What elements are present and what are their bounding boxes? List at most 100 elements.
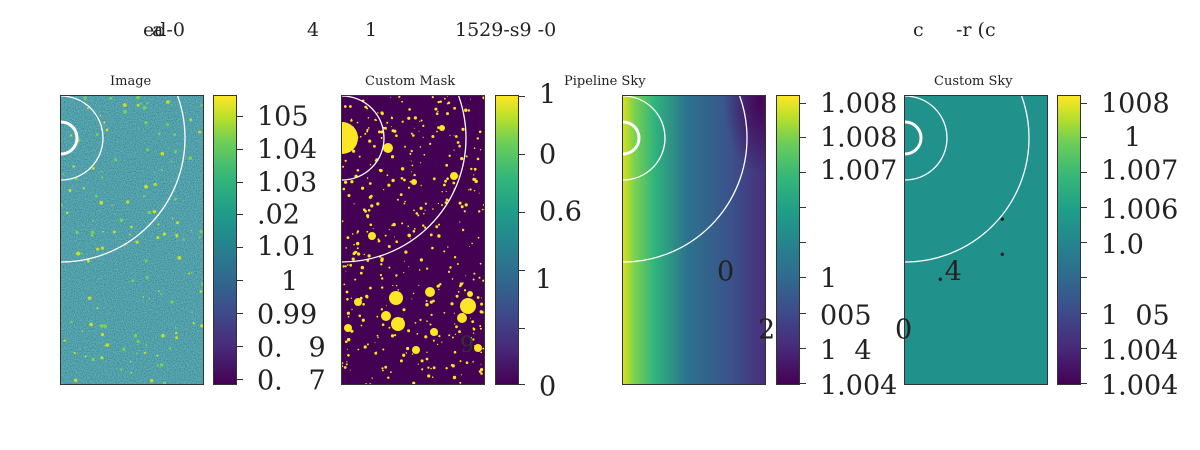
mask-source-dot	[431, 246, 434, 250]
custom-sky-plot	[905, 96, 1047, 384]
mask-source-dot	[361, 186, 365, 190]
mask-source-dot	[400, 167, 405, 171]
mask-source-dot	[469, 188, 472, 191]
mask-source-dot	[395, 240, 398, 243]
pipeline-cbar-label: 1	[820, 263, 838, 295]
mask-source-dot	[453, 149, 455, 151]
mask-source-dot	[350, 118, 353, 120]
mask-source-dot	[420, 184, 422, 187]
mask-source-dot	[403, 271, 405, 274]
image-cbar-label: 0. 7	[257, 365, 326, 397]
mask-source-dot	[409, 152, 412, 155]
image-source-dot	[86, 259, 90, 263]
mask-source-dot	[402, 353, 406, 357]
image-source-dot	[130, 371, 133, 374]
mask-source-dot	[350, 119, 353, 122]
image-source-dot	[121, 219, 123, 221]
pipeline-cbar-tick	[799, 277, 806, 278]
image-cbar-tick	[236, 313, 243, 314]
mask-source-dot	[422, 124, 425, 127]
mask-source-dot	[346, 311, 350, 315]
image-source-dot	[168, 347, 172, 350]
mask-source-dot	[369, 223, 373, 227]
image-source-dot	[63, 339, 66, 342]
mask-source-dot	[349, 263, 353, 267]
mask-cbar-tick	[518, 328, 525, 329]
mask-source-dot	[356, 232, 358, 234]
image-cbar-tick	[236, 247, 243, 248]
header-fragment-4: 1	[365, 19, 378, 41]
image-source-dot	[73, 351, 76, 355]
mask-source-dot	[346, 298, 349, 301]
pipeline-cbar-tick	[799, 103, 806, 104]
mask-source-dot	[377, 112, 379, 114]
pipeline-cbar-label: 1.008	[820, 88, 898, 120]
image-source-dot	[160, 168, 163, 171]
mask-source-dot	[437, 234, 441, 238]
mask-large-source	[460, 298, 476, 314]
mask-source-dot	[360, 324, 363, 327]
image-source-dot	[144, 121, 148, 125]
mask-center-blob	[342, 122, 358, 154]
custom-cbar-label: 1 05	[1101, 300, 1170, 332]
mask-source-dot	[411, 298, 413, 300]
image-source-dot	[156, 364, 159, 367]
mask-source-dot	[413, 209, 415, 212]
mask-source-dot	[387, 183, 391, 187]
mask-source-dot	[480, 372, 483, 375]
mask-source-dot	[395, 274, 398, 277]
image-cbar-label: 1.03	[257, 167, 318, 199]
image-circles	[61, 96, 186, 263]
custom-overlay-label: .	[998, 231, 1007, 263]
mask-source-dot	[388, 326, 391, 329]
image-source-dot	[136, 103, 140, 107]
image-source-dot	[105, 343, 110, 347]
mask-source-dot	[441, 191, 443, 193]
mask-source-dot	[363, 345, 367, 349]
image-source-dot	[103, 121, 106, 124]
mask-source-dot	[343, 366, 347, 369]
mask-source-dot	[420, 119, 423, 122]
mask-source-dot	[357, 348, 360, 351]
mask-source-dot	[390, 126, 392, 128]
mask-source-dot	[390, 334, 395, 338]
mask-source-dot	[409, 180, 412, 183]
image-source-dot	[83, 96, 87, 100]
mask-source-dot	[412, 134, 415, 137]
mask-source-dot	[353, 203, 355, 205]
mask-source-dot	[365, 295, 369, 299]
mask-source-dot	[459, 221, 461, 223]
image-source-dot	[170, 300, 174, 304]
mask-cbar-tick	[518, 384, 525, 385]
mask-source-dot	[401, 120, 404, 123]
mask-source-dot	[429, 233, 433, 237]
mask-source-dot	[383, 189, 385, 191]
image-source-dot	[170, 160, 172, 163]
mask-source-dot	[470, 167, 473, 171]
mask-source-dot	[414, 322, 417, 324]
mask-source-dot	[407, 233, 411, 237]
image-source-dot	[156, 236, 160, 240]
mask-source-dot	[381, 277, 384, 280]
image-cbar-label: 0.99	[257, 299, 318, 331]
mask-source-dot	[387, 376, 390, 379]
pipeline-cbar-label: 005	[820, 300, 872, 332]
mask-source-dot	[412, 230, 416, 233]
image-cbar-tick	[236, 280, 243, 281]
mask-source-dot	[416, 333, 419, 335]
mask-source-dot	[472, 338, 475, 341]
image-source-dot	[89, 322, 93, 327]
mask-cbar-tick	[518, 270, 525, 271]
image-source-dot	[139, 102, 142, 105]
mask-source-dot	[459, 381, 462, 384]
header-fragment-3: 4	[307, 19, 320, 41]
mask-source-dot	[476, 157, 480, 161]
image-source-dot	[130, 225, 133, 229]
mask-source-dot	[368, 182, 372, 185]
mask-source-dot	[450, 302, 454, 306]
mask-large-source	[474, 344, 482, 352]
image-source-dot	[192, 322, 195, 325]
custom-cbar-tick	[1080, 172, 1087, 173]
image-cbar-label: 0. 9	[257, 332, 326, 364]
mask-panel-plot	[342, 96, 484, 384]
